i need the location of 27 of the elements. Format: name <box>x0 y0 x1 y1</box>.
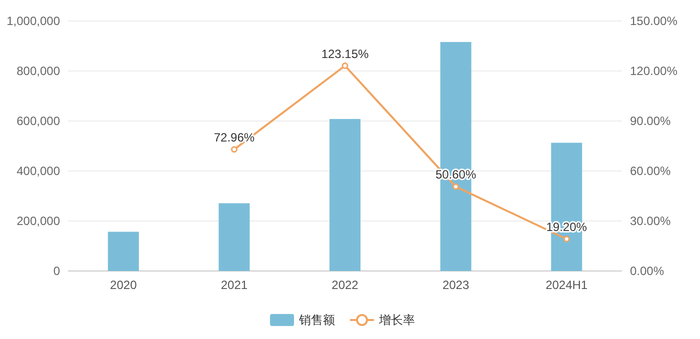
y-tick-label: 0 <box>53 264 60 278</box>
x-tick-label: 2023 <box>442 278 470 292</box>
y-tick-label: 1,000,000 <box>6 14 60 28</box>
y2-tick-label: 0.00% <box>630 264 664 278</box>
bar <box>218 203 250 271</box>
legend-label: 销售额 <box>298 313 335 327</box>
point <box>563 236 570 242</box>
x-tick-label: 2022 <box>332 278 359 292</box>
point <box>230 146 238 153</box>
y2-tick-label: 150.00% <box>630 14 678 28</box>
y-tick-label: 800,000 <box>16 64 60 78</box>
point <box>452 183 460 190</box>
y-tick-label: 400,000 <box>16 164 60 178</box>
legend-label: 增长率 <box>378 313 415 327</box>
data-label: 123.15% <box>321 46 370 61</box>
x-tick-label: 2020 <box>110 278 138 292</box>
bar <box>330 119 360 271</box>
x-tick-label: 2021 <box>220 278 248 292</box>
point <box>342 62 348 69</box>
y-tick-label: 200,000 <box>16 214 60 228</box>
y2-tick-label: 90.00% <box>630 114 672 128</box>
x-tick-label: 2024H1 <box>546 278 588 292</box>
y-tick-label: 600,000 <box>16 114 60 128</box>
y2-tick-label: 60.00% <box>630 164 672 178</box>
bar <box>108 232 139 271</box>
y2-tick-label: 30.00% <box>630 214 672 228</box>
y2-tick-label: 120.00% <box>630 64 678 78</box>
